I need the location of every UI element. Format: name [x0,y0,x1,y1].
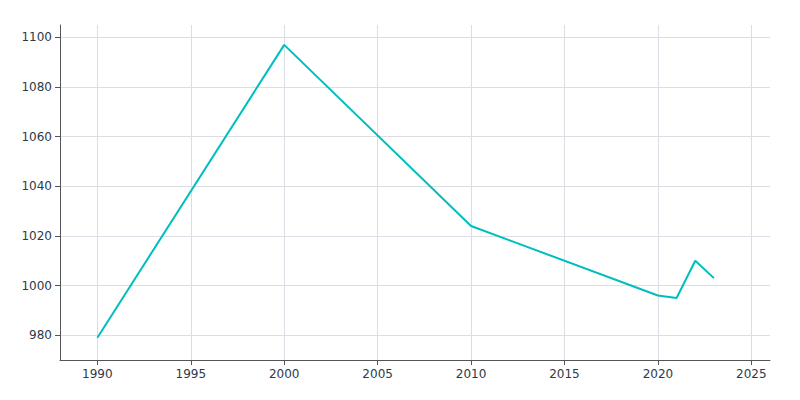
svg-text:1100: 1100 [21,30,52,44]
svg-text:1080: 1080 [21,80,52,94]
svg-text:2025: 2025 [736,367,767,381]
svg-text:1990: 1990 [82,367,113,381]
svg-text:2015: 2015 [549,367,580,381]
svg-text:980: 980 [29,328,52,342]
svg-text:1060: 1060 [21,130,52,144]
svg-text:2005: 2005 [362,367,393,381]
svg-text:2020: 2020 [643,367,674,381]
svg-text:1040: 1040 [21,179,52,193]
svg-text:1020: 1020 [21,229,52,243]
svg-text:2010: 2010 [456,367,487,381]
svg-text:2000: 2000 [269,367,300,381]
svg-text:1995: 1995 [176,367,207,381]
svg-text:1000: 1000 [21,279,52,293]
